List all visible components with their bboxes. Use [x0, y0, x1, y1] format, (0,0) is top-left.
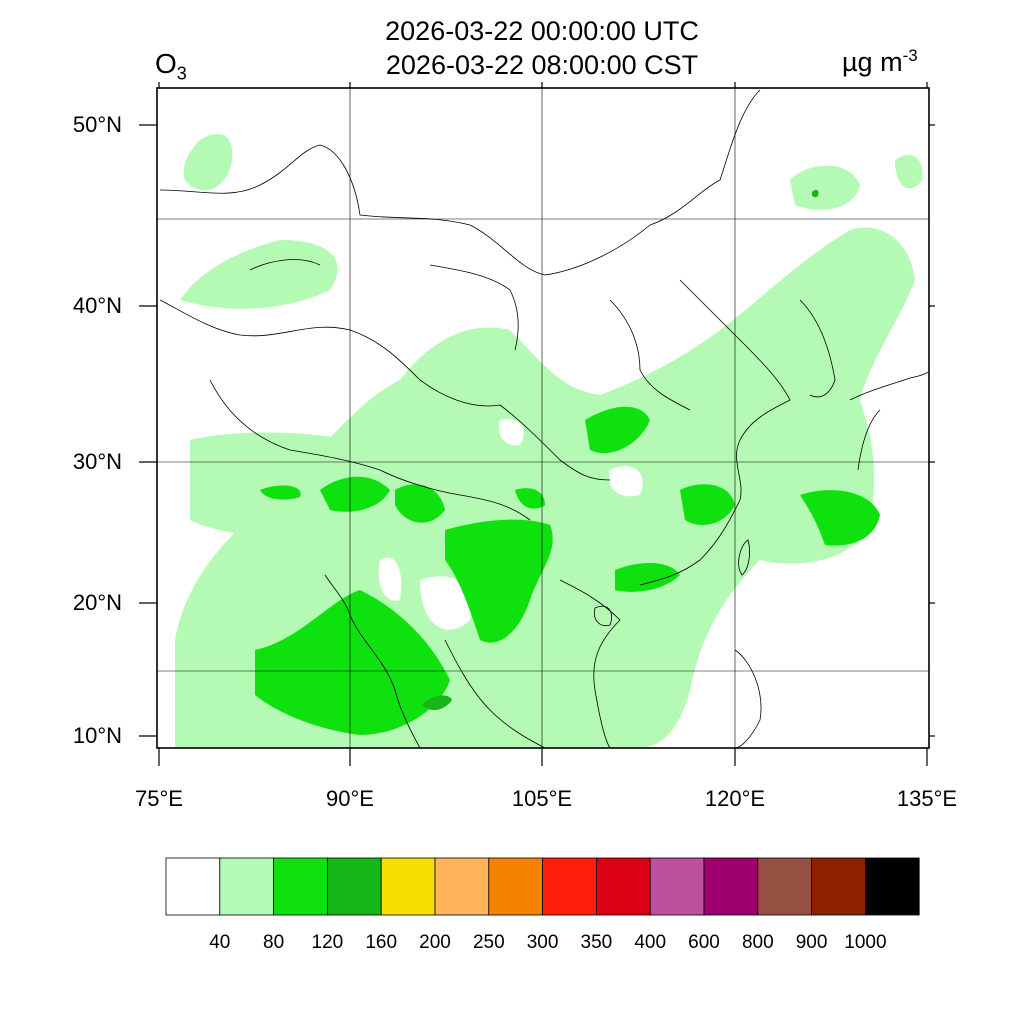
colorbar-label: 120	[311, 932, 344, 953]
colorbar-swatch	[542, 857, 597, 916]
taiwan-outline	[738, 539, 750, 576]
colorbar-swatch	[219, 857, 275, 916]
coastline	[639, 279, 791, 586]
colorbar-swatch	[165, 857, 221, 916]
colorbar-label: 400	[634, 932, 667, 953]
boundary-line	[324, 574, 421, 748]
colorbar-swatch	[596, 857, 651, 916]
colorbar-swatch	[488, 857, 543, 916]
ozone-region	[445, 519, 553, 643]
coastline	[734, 649, 762, 748]
colorbar-swatch	[326, 857, 382, 916]
lat-label: 20°N	[72, 590, 122, 615]
axis-ticks	[139, 82, 935, 766]
boundary-line	[209, 379, 531, 521]
unit-base: µg m	[842, 47, 903, 77]
ozone-region	[800, 490, 880, 546]
lon-label: 120°E	[704, 786, 766, 811]
ozone-region	[320, 476, 390, 512]
species-subscript: 3	[176, 63, 187, 84]
colorbar-swatch	[273, 857, 328, 916]
lon-label: 75°E	[135, 786, 183, 811]
political-boundaries	[159, 89, 929, 748]
colorbar	[165, 857, 920, 916]
species-base: O	[155, 48, 177, 79]
colorbar-swatch	[865, 857, 920, 916]
colorbar-label: 300	[526, 932, 559, 953]
ozone-gap	[609, 466, 643, 497]
colorbar-label: 900	[795, 932, 828, 953]
colorbar-swatch	[811, 857, 866, 916]
lat-label: 30°N	[72, 449, 122, 474]
colorbar-label: 1000	[844, 932, 887, 953]
ozone-region	[183, 134, 233, 191]
ozone-region	[811, 189, 819, 198]
map-frame	[156, 87, 930, 749]
boundary-line	[159, 89, 761, 276]
lat-label: 50°N	[72, 112, 122, 137]
species-label: O3	[155, 48, 187, 85]
ozone-gap	[498, 419, 524, 446]
ozone-region	[585, 406, 650, 454]
boundary-line	[159, 299, 611, 481]
ozone-band-80-120	[255, 406, 880, 735]
ozone-region	[395, 484, 445, 523]
coastline	[799, 299, 836, 398]
ozone-band-120-160	[422, 189, 819, 711]
ozone-gaps	[378, 419, 643, 630]
colorbar-swatch	[649, 857, 705, 916]
graticule	[157, 88, 929, 748]
colorbar-swatch	[757, 857, 812, 916]
ozone-field	[157, 88, 929, 748]
colorbar-label: 200	[419, 932, 451, 953]
colorbar-label: 160	[365, 932, 398, 953]
lon-label: 90°E	[326, 786, 374, 811]
ozone-region	[422, 695, 452, 711]
boundary-line	[429, 264, 519, 351]
boundary-line	[249, 259, 321, 271]
ozone-gap	[420, 576, 472, 630]
title-utc: 2026-03-22 00:00:00 UTC	[385, 16, 699, 46]
ozone-region	[180, 240, 338, 309]
lon-label: 105°E	[511, 786, 573, 811]
colorbar-swatch	[703, 857, 759, 916]
colorbar-label: 800	[741, 932, 774, 953]
lat-label: 10°N	[72, 723, 122, 748]
colorbar-label: 350	[580, 932, 613, 953]
colorbar-label: 600	[688, 932, 720, 953]
unit-superscript: -3	[902, 46, 918, 65]
colorbar-swatch	[434, 857, 490, 916]
ozone-gap	[378, 557, 402, 601]
boundary-line	[444, 639, 546, 748]
colorbar-swatch	[380, 857, 436, 916]
unit-label: µg m-3	[842, 46, 918, 78]
ozone-region	[790, 165, 860, 210]
colorbar-label: 40	[209, 932, 231, 953]
ozone-region	[255, 590, 450, 735]
ozone-region	[190, 432, 350, 535]
colorbar-label: 80	[263, 932, 285, 953]
lat-label: 40°N	[72, 293, 122, 318]
ozone-region	[895, 155, 923, 189]
ozone-region	[680, 484, 735, 525]
title-local-time: 2026-03-22 08:00:00 CST	[385, 50, 699, 80]
colorbar-label: 250	[472, 932, 505, 953]
ozone-region	[260, 485, 301, 500]
boundary-line	[559, 579, 621, 748]
lon-label: 135°E	[896, 786, 958, 811]
ozone-region	[615, 563, 680, 592]
coastline	[849, 371, 929, 401]
hainan-outline	[593, 605, 612, 627]
ozone-region	[515, 488, 545, 509]
boundary-line	[609, 299, 691, 411]
